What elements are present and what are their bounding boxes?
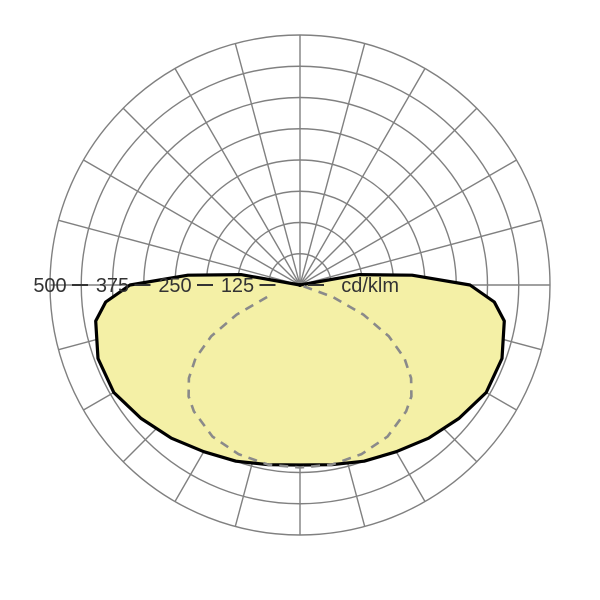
primary-curve xyxy=(96,275,505,465)
grid-spoke xyxy=(300,108,477,285)
intensity-curves xyxy=(96,275,505,468)
grid-spoke xyxy=(300,44,365,285)
grid-spoke xyxy=(300,160,517,285)
origin-point xyxy=(298,283,302,287)
axis-tick-label: 250 xyxy=(158,275,191,297)
polar-intensity-diagram: 500 375 250 125 cd/klm xyxy=(0,0,600,600)
axis-tick-label: 375 xyxy=(96,275,129,297)
grid-spoke xyxy=(83,160,300,285)
axis-tick-label: 125 xyxy=(221,275,254,297)
axis-unit-label: cd/klm xyxy=(341,275,399,297)
grid-spoke xyxy=(123,108,300,285)
grid-spoke xyxy=(175,68,300,285)
grid-spoke xyxy=(235,44,300,285)
grid-spoke xyxy=(300,68,425,285)
axis-tick-label: 500 xyxy=(33,275,66,297)
